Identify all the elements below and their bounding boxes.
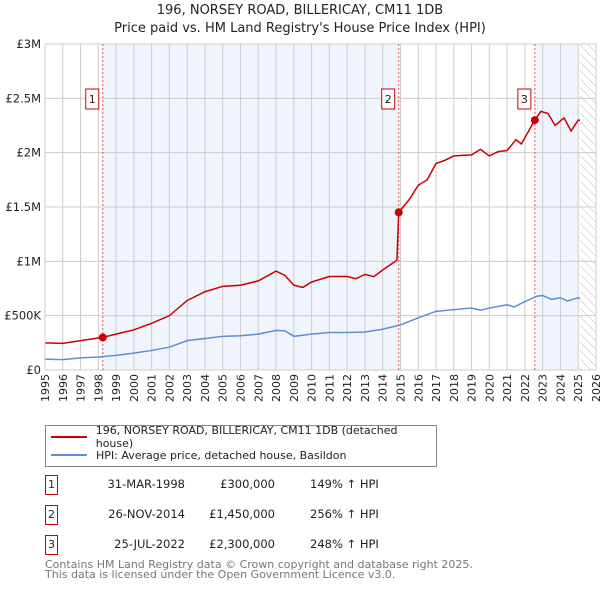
legend-item-hpi: HPI: Average price, detached house, Basi… [51, 446, 346, 464]
y-tick-label: £2.5M [5, 91, 41, 105]
y-tick-label: £1M [16, 254, 41, 268]
x-tick-label: 2005 [217, 374, 230, 402]
y-tick-label: £0 [26, 363, 41, 377]
legend-swatch [51, 454, 87, 456]
y-tick-label: £3M [16, 37, 41, 51]
sale-date: 31-MAR-1998 [107, 477, 185, 491]
sale-marker: 1 [45, 475, 58, 495]
sale-row: 3 25-JUL-2022 £2,300,000 248% ↑ HPI [45, 535, 545, 555]
sale-marker: 3 [45, 535, 58, 555]
x-tick-label: 2016 [412, 374, 425, 402]
legend-item-property: 196, NORSEY ROAD, BILLERICAY, CM11 1DB (… [51, 424, 436, 450]
sale-label-box [85, 88, 100, 110]
sale-hpi: 248% ↑ HPI [310, 537, 379, 551]
x-tick-label: 1998 [92, 374, 105, 402]
x-tick-label: 2024 [554, 374, 567, 402]
plot: 1995 1996 1997 1998 1999 2000 2001 2002 2003 2004… [4, 37, 600, 402]
sale-label-box [517, 88, 532, 110]
x-tick-label: 2021 [501, 374, 514, 402]
x-tick-label: 2003 [181, 374, 194, 402]
x-tick-label: 2007 [252, 374, 265, 402]
x-tick-label: 2025 [572, 374, 585, 402]
x-tick-label: 2015 [394, 374, 407, 402]
chart-title: 196, NORSEY ROAD, BILLERICAY, CM11 1DB Pr… [0, 2, 600, 38]
x-tick-label: 2012 [341, 374, 354, 402]
legend-label: 196, NORSEY ROAD, BILLERICAY, CM11 1DB (… [95, 424, 398, 450]
series-line-property [44, 110, 581, 345]
x-tick-label: 2001 [146, 374, 159, 402]
legend: 196, NORSEY ROAD, BILLERICAY, CM11 1DB (… [45, 424, 437, 467]
x-tick-label: 2014 [377, 374, 390, 402]
sale-label: 3 [521, 93, 528, 106]
sale-hpi: 149% ↑ HPI [310, 477, 379, 491]
subtitle: Price paid vs. HM Land Registry's House … [114, 21, 486, 36]
x-tick-label: 2019 [466, 374, 479, 402]
x-tick-label: 2018 [448, 374, 461, 402]
sale-point [98, 333, 107, 342]
sale-price: £1,450,000 [209, 507, 275, 521]
x-tick-label: 2013 [359, 374, 372, 402]
y-tick-label: £2M [16, 146, 41, 160]
x-tick-label: 2000 [128, 374, 141, 402]
sale-row: 2 26-NOV-2014 £1,450,000 256% ↑ HPI [45, 505, 545, 525]
x-tick-label: 1996 [57, 374, 70, 402]
x-tick-label: 2004 [199, 374, 212, 402]
sale-label: 2 [385, 93, 392, 106]
footer: Contains HM Land Registry data © Crown c… [45, 558, 473, 581]
x-tick-label: 2008 [270, 374, 283, 402]
x-tick-label: 2023 [537, 374, 550, 402]
sale-date: 25-JUL-2022 [114, 537, 185, 551]
sale-point [530, 116, 539, 125]
y-tick-label: £500K [4, 309, 41, 323]
footer-line: This data is licensed under the Open Gov… [45, 568, 396, 581]
x-tick-label: 2017 [430, 374, 443, 402]
x-tick-label: 2002 [163, 374, 176, 402]
x-tick-label: 2009 [288, 374, 301, 402]
sale-date: 26-NOV-2014 [108, 507, 185, 521]
x-tick-label: 2006 [235, 374, 248, 402]
legend-swatch [51, 436, 87, 438]
x-tick-label: 2026 [590, 374, 600, 402]
sale-price: £300,000 [220, 477, 275, 491]
series-line-hpi [44, 294, 581, 361]
x-tick-label: 2011 [323, 374, 336, 402]
legend-label: HPI: Average price, detached house, Basi… [96, 448, 347, 462]
sale-label: 1 [89, 93, 96, 106]
footer-line: Contains HM Land Registry data © Crown c… [45, 558, 473, 571]
x-tick-label: 1995 [39, 374, 52, 402]
sale-label-box [381, 88, 396, 110]
x-tick-label: 1997 [75, 374, 88, 402]
sale-marker: 2 [45, 505, 58, 525]
sale-hpi: 256% ↑ HPI [310, 507, 379, 521]
x-tick-label: 2020 [483, 374, 496, 402]
x-tick-label: 2010 [306, 374, 319, 402]
y-tick-label: £1.5M [5, 200, 41, 214]
title: 196, NORSEY ROAD, BILLERICAY, CM11 1DB [156, 3, 444, 18]
sale-row: 1 31-MAR-1998 £300,000 149% ↑ HPI [45, 475, 545, 495]
sale-price: £2,300,000 [209, 537, 275, 551]
sale-point [394, 208, 403, 217]
x-tick-label: 2022 [519, 374, 532, 402]
x-tick-label: 1999 [110, 374, 123, 402]
